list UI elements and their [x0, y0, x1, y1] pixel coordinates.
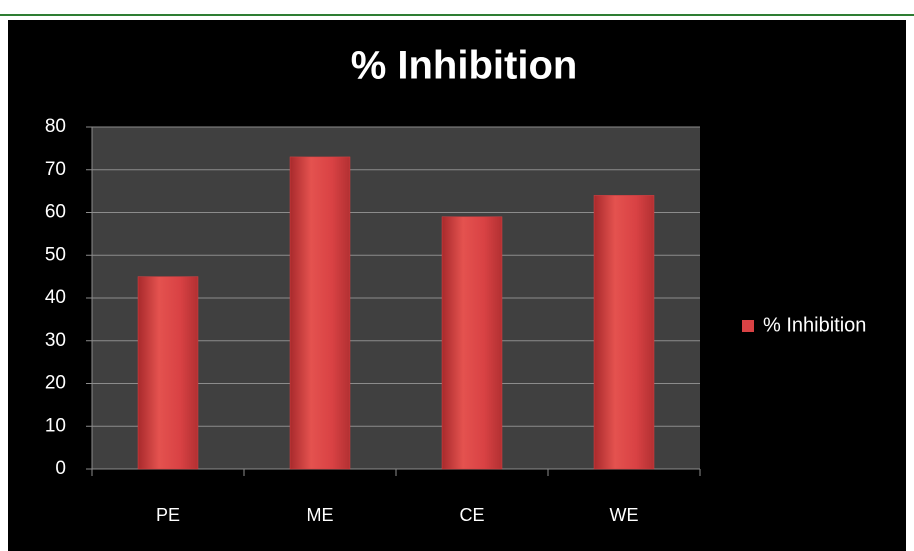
- chart-title: % Inhibition: [351, 44, 578, 88]
- y-tick-label: 60: [45, 202, 66, 223]
- x-tick-label: WE: [610, 505, 639, 525]
- y-tick-label: 0: [55, 458, 66, 479]
- y-tick-label: 80: [45, 116, 66, 137]
- legend-marker: [742, 320, 754, 332]
- y-tick-label: 10: [45, 415, 66, 436]
- bar: [593, 195, 655, 470]
- legend-label: % Inhibition: [763, 314, 866, 336]
- bar: [289, 156, 351, 470]
- bar: [441, 216, 503, 470]
- y-tick-label: 40: [45, 287, 66, 308]
- x-tick-label: PE: [156, 505, 180, 525]
- x-tick-label: CE: [459, 505, 484, 525]
- y-tick-label: 30: [45, 330, 66, 351]
- y-tick-label: 70: [45, 159, 66, 180]
- bar: [137, 276, 199, 470]
- y-tick-label: 20: [45, 373, 66, 394]
- y-tick-label: 50: [45, 244, 66, 265]
- x-tick-label: ME: [307, 505, 334, 525]
